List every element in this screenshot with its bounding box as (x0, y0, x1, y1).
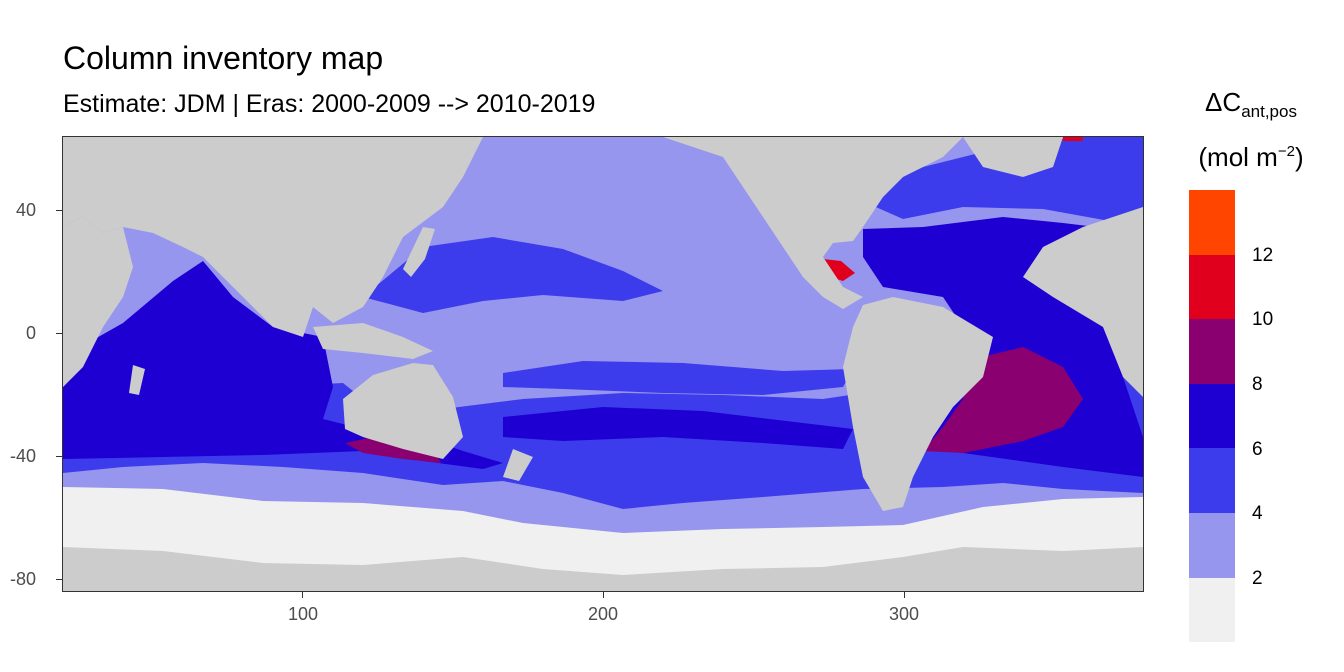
map-panel (62, 136, 1144, 592)
y-tick-label: 0 (25, 323, 36, 343)
ocean-band-6to8-indian (63, 261, 503, 469)
map-subtitle: Estimate: JDM | Eras: 2000-2009 --> 2010… (63, 90, 596, 118)
legend-swatch (1189, 254, 1235, 320)
legend-swatch (1189, 383, 1235, 449)
y-tick-label: -40 (9, 446, 36, 466)
legend-swatch (1189, 448, 1235, 513)
land-australia (343, 363, 463, 459)
ocean-band-8to10-australia (345, 433, 441, 463)
x-tickmark (302, 592, 303, 598)
land-south-america (843, 297, 993, 511)
legend-swatch (1189, 319, 1235, 384)
legend-label: 6 (1252, 439, 1263, 460)
land-north-america (663, 137, 963, 309)
map-title: Column inventory map (63, 40, 384, 76)
legend-swatch (1189, 577, 1235, 643)
y-tick-label: -80 (9, 569, 36, 589)
y-tickmark (56, 333, 62, 334)
x-tickmark (603, 592, 604, 598)
land-madagascar (129, 365, 145, 395)
y-tick-label: 40 (15, 200, 36, 220)
legend-label: 8 (1252, 374, 1263, 395)
y-tickmark (56, 210, 62, 211)
legend-colorbar (1189, 190, 1235, 643)
legend-label: 2 (1252, 568, 1263, 589)
legend-label: 10 (1252, 309, 1274, 330)
land-antarctica (63, 547, 1143, 591)
x-tick-label: 200 (587, 604, 619, 624)
ocean-band-8to10-satlantic (923, 347, 1083, 453)
ocean-band-6to8-southpacific (503, 407, 853, 449)
land-new-zealand (503, 449, 533, 481)
legend-swatch (1189, 190, 1235, 255)
y-tickmark (56, 579, 62, 580)
legend-label: 12 (1252, 245, 1274, 266)
land-maritime-se-asia (313, 323, 433, 359)
legend-title: ΔCant,pos (1205, 87, 1297, 121)
land-africa (63, 217, 133, 387)
ocean-band-10to12-arctic (1063, 137, 1083, 141)
ocean-band-4to6-natlantic (853, 137, 1143, 227)
land-greenland (963, 137, 1063, 177)
ocean-band-4to6-eqpacific (503, 361, 853, 395)
legend-unit: (mol m−2) (1198, 142, 1304, 172)
x-tick-label: 100 (287, 604, 319, 624)
legend-label: 4 (1252, 503, 1263, 524)
y-tickmark (56, 456, 62, 457)
land-eurasia (63, 137, 483, 337)
x-tickmark (904, 592, 905, 598)
column-inventory-map (63, 137, 1143, 591)
legend-swatch (1189, 512, 1235, 578)
ocean-band-4to6-nwpacific (363, 237, 663, 313)
x-tick-label: 300 (888, 604, 920, 624)
land-japan (403, 227, 435, 277)
land-africa-east (1023, 207, 1143, 397)
